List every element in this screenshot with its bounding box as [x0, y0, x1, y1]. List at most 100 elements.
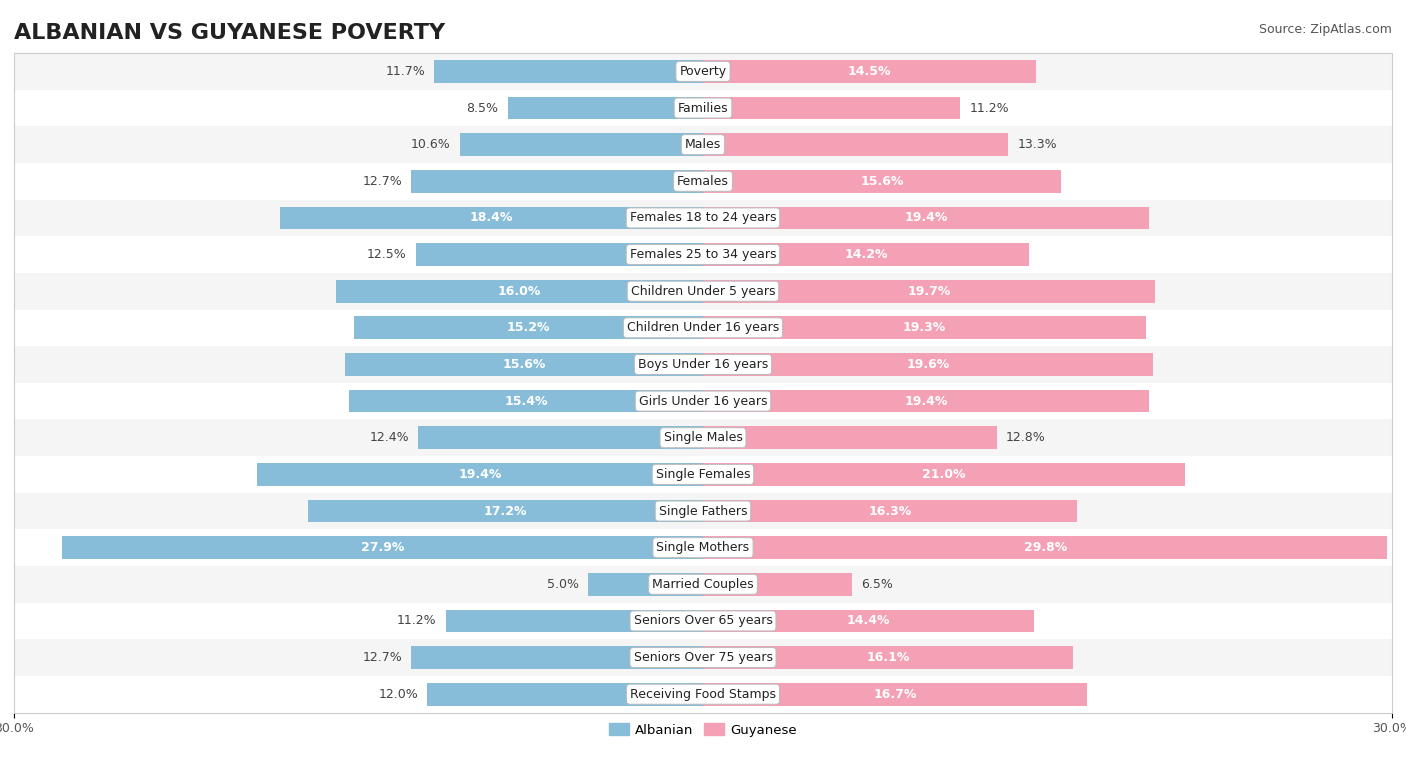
Text: 8.5%: 8.5% [467, 102, 499, 114]
Text: Single Fathers: Single Fathers [659, 505, 747, 518]
Bar [14, 127, 1392, 163]
Bar [703, 133, 1008, 156]
Text: 16.0%: 16.0% [498, 285, 541, 298]
Legend: Albanian, Guyanese: Albanian, Guyanese [603, 719, 803, 742]
Text: 15.6%: 15.6% [502, 358, 546, 371]
Text: 5.0%: 5.0% [547, 578, 579, 590]
Text: 19.4%: 19.4% [458, 468, 502, 481]
Bar [412, 170, 703, 193]
Bar [14, 199, 1392, 236]
Text: Seniors Over 75 years: Seniors Over 75 years [634, 651, 772, 664]
Bar [336, 280, 703, 302]
Bar [703, 280, 1156, 302]
Text: Single Males: Single Males [664, 431, 742, 444]
Bar [412, 647, 703, 669]
Text: 15.6%: 15.6% [860, 175, 904, 188]
Bar [14, 493, 1392, 529]
Text: Males: Males [685, 138, 721, 151]
Text: Boys Under 16 years: Boys Under 16 years [638, 358, 768, 371]
Text: Single Females: Single Females [655, 468, 751, 481]
Text: 12.5%: 12.5% [367, 248, 406, 261]
Bar [354, 317, 703, 339]
Text: 16.7%: 16.7% [873, 688, 917, 700]
Bar [703, 353, 1153, 376]
Bar [460, 133, 703, 156]
Text: 17.2%: 17.2% [484, 505, 527, 518]
Bar [588, 573, 703, 596]
Text: 11.7%: 11.7% [385, 65, 425, 78]
Bar [703, 573, 852, 596]
Bar [14, 419, 1392, 456]
Bar [703, 427, 997, 449]
Text: Females: Females [678, 175, 728, 188]
Text: 11.2%: 11.2% [396, 615, 437, 628]
Text: Families: Families [678, 102, 728, 114]
Bar [14, 163, 1392, 199]
Bar [280, 207, 703, 229]
Text: 12.0%: 12.0% [378, 688, 418, 700]
Bar [257, 463, 703, 486]
Bar [349, 390, 703, 412]
Text: 16.1%: 16.1% [866, 651, 910, 664]
Bar [703, 243, 1029, 266]
Bar [703, 463, 1185, 486]
Bar [703, 683, 1087, 706]
Bar [427, 683, 703, 706]
Bar [703, 97, 960, 119]
Bar [62, 537, 703, 559]
Text: 27.9%: 27.9% [361, 541, 405, 554]
Text: Females 18 to 24 years: Females 18 to 24 years [630, 211, 776, 224]
Bar [14, 273, 1392, 309]
Bar [14, 383, 1392, 419]
Text: 14.4%: 14.4% [846, 615, 890, 628]
Bar [308, 500, 703, 522]
Text: Girls Under 16 years: Girls Under 16 years [638, 395, 768, 408]
Bar [703, 170, 1062, 193]
Text: 11.2%: 11.2% [969, 102, 1010, 114]
Bar [14, 529, 1392, 566]
Bar [703, 317, 1146, 339]
Bar [14, 676, 1392, 713]
Text: 19.4%: 19.4% [904, 211, 948, 224]
Bar [14, 566, 1392, 603]
Bar [703, 609, 1033, 632]
Text: Married Couples: Married Couples [652, 578, 754, 590]
Text: 16.3%: 16.3% [869, 505, 911, 518]
Text: Children Under 5 years: Children Under 5 years [631, 285, 775, 298]
Bar [14, 53, 1392, 89]
Bar [14, 346, 1392, 383]
Text: 15.2%: 15.2% [506, 321, 550, 334]
Text: 13.3%: 13.3% [1018, 138, 1057, 151]
Bar [14, 309, 1392, 346]
Text: 12.7%: 12.7% [363, 651, 402, 664]
Text: 19.3%: 19.3% [903, 321, 946, 334]
Text: 12.4%: 12.4% [370, 431, 409, 444]
Text: 21.0%: 21.0% [922, 468, 966, 481]
Text: 15.4%: 15.4% [505, 395, 548, 408]
Text: 18.4%: 18.4% [470, 211, 513, 224]
Bar [703, 60, 1036, 83]
Text: 14.5%: 14.5% [848, 65, 891, 78]
Bar [508, 97, 703, 119]
Bar [446, 609, 703, 632]
Text: Females 25 to 34 years: Females 25 to 34 years [630, 248, 776, 261]
Text: ALBANIAN VS GUYANESE POVERTY: ALBANIAN VS GUYANESE POVERTY [14, 23, 446, 42]
Bar [416, 243, 703, 266]
Text: 12.7%: 12.7% [363, 175, 402, 188]
Text: 19.4%: 19.4% [904, 395, 948, 408]
Text: 19.6%: 19.6% [907, 358, 949, 371]
Text: 29.8%: 29.8% [1024, 541, 1067, 554]
Bar [418, 427, 703, 449]
Text: Receiving Food Stamps: Receiving Food Stamps [630, 688, 776, 700]
Text: 12.8%: 12.8% [1007, 431, 1046, 444]
Text: Poverty: Poverty [679, 65, 727, 78]
Text: Seniors Over 65 years: Seniors Over 65 years [634, 615, 772, 628]
Text: Children Under 16 years: Children Under 16 years [627, 321, 779, 334]
Bar [14, 639, 1392, 676]
Bar [703, 207, 1149, 229]
Text: 6.5%: 6.5% [862, 578, 893, 590]
Bar [14, 603, 1392, 639]
Bar [703, 647, 1073, 669]
Bar [703, 537, 1388, 559]
Text: Single Mothers: Single Mothers [657, 541, 749, 554]
